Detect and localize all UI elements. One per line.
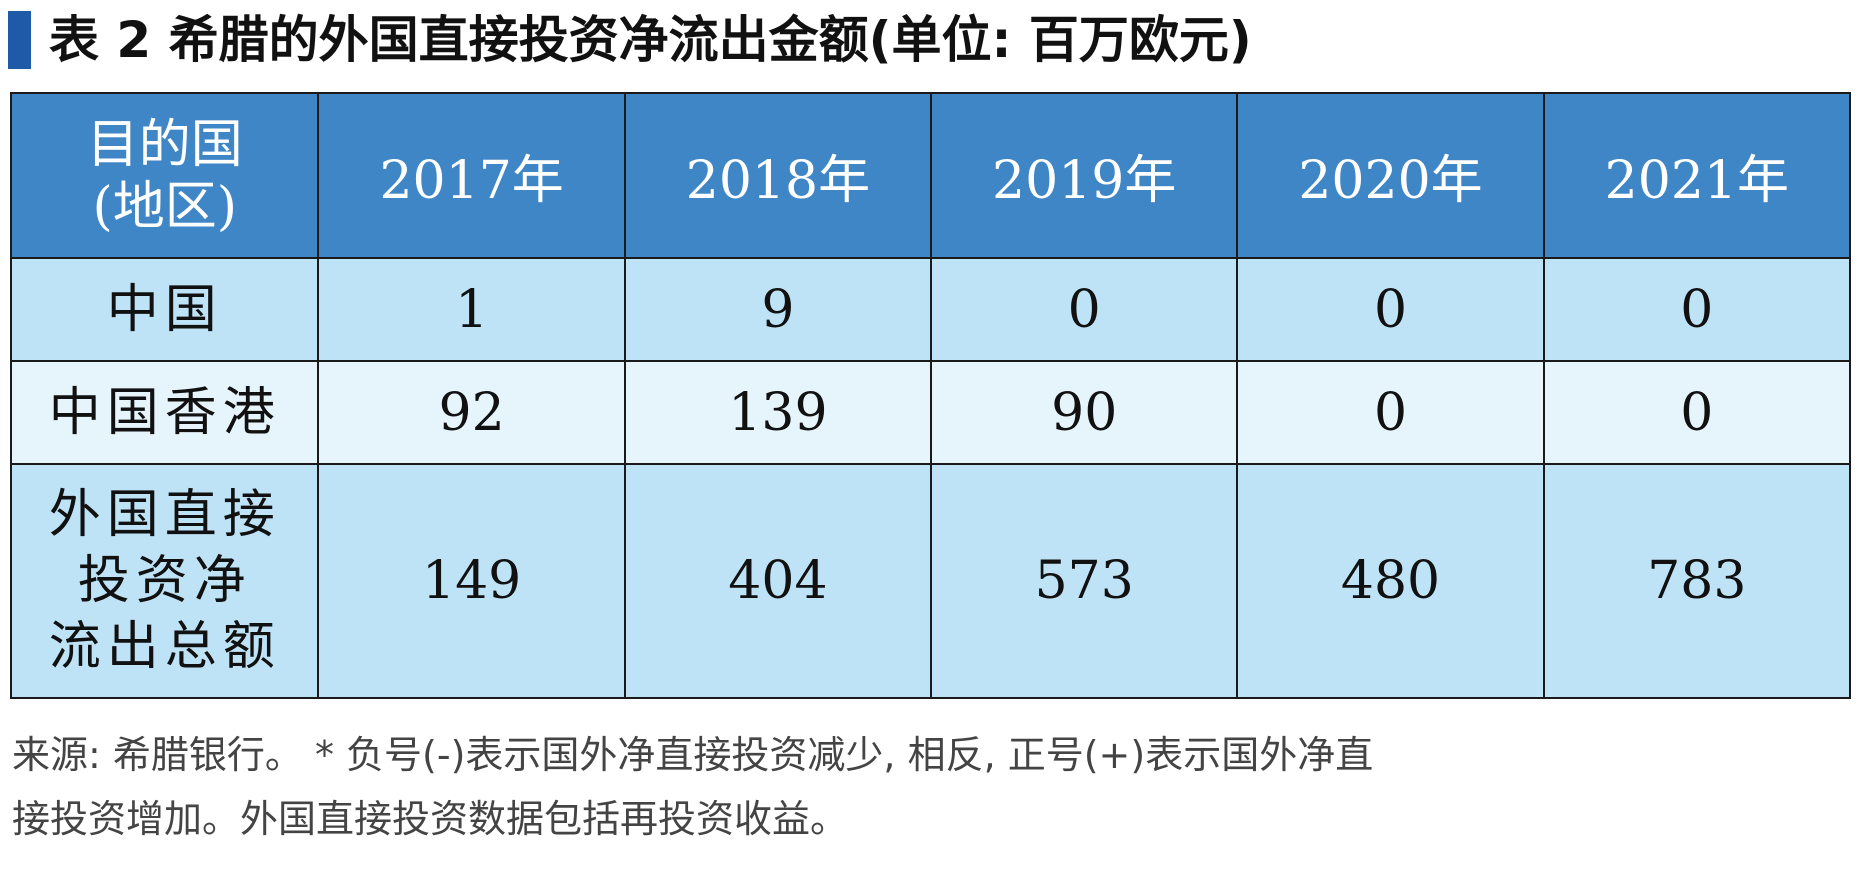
table-cell: 0 xyxy=(1236,360,1545,465)
table-cell: 0 xyxy=(1542,360,1852,465)
table-cell: 139 xyxy=(623,360,933,465)
table-cell: 404 xyxy=(623,463,933,699)
table-cell: 90 xyxy=(930,360,1239,465)
row-label: 中国 xyxy=(9,257,320,362)
header-destination: 目的国 (地区) xyxy=(9,92,320,259)
table-cell: 92 xyxy=(317,360,626,465)
row-label: 中国香港 xyxy=(9,360,320,465)
table-header-row: 目的国 (地区) 2017年 2018年 2019年 2020年 2021年 xyxy=(9,92,1852,259)
table-cell: 480 xyxy=(1236,463,1545,699)
row-label: 外国直接 投资净 流出总额 xyxy=(9,463,320,699)
row-label-line: 中国香港 xyxy=(48,382,281,443)
header-year: 2017年 xyxy=(317,92,626,259)
table-row: 中国香港 92 139 90 0 0 xyxy=(9,360,1852,465)
row-label-line: 投资净 xyxy=(77,551,252,611)
table-cell: 1 xyxy=(317,257,626,362)
table-cell: 149 xyxy=(317,463,626,699)
header-year: 2020年 xyxy=(1236,92,1545,259)
footnote-line: 来源: 希腊银行。 * 负号(-)表示国外净直接投资减少, 相反, 正号(+)表… xyxy=(12,733,1374,777)
header-year: 2018年 xyxy=(623,92,933,259)
header-year: 2021年 xyxy=(1542,92,1852,259)
row-label-line: 中国 xyxy=(106,279,223,340)
table-row: 外国直接 投资净 流出总额 149 404 573 480 783 xyxy=(9,463,1852,699)
footnote-line: 接投资增加。外国直接投资数据包括再投资收益。 xyxy=(12,797,849,841)
table-title-row: 表 2 希腊的外国直接投资净流出金额(单位: 百万欧元) xyxy=(8,10,1252,70)
row-label-line: 流出总额 xyxy=(48,617,281,677)
data-table: 目的国 (地区) 2017年 2018年 2019年 2020年 2021年 中… xyxy=(9,92,1852,699)
source-footnote: 来源: 希腊银行。 * 负号(-)表示国外净直接投资减少, 相反, 正号(+)表… xyxy=(12,723,1852,851)
table-cell: 0 xyxy=(1236,257,1545,362)
header-destination-line: 目的国 xyxy=(86,114,243,175)
table-cell: 573 xyxy=(930,463,1239,699)
row-label-line: 外国直接 xyxy=(48,485,281,545)
title-accent-bar xyxy=(8,11,31,69)
header-year: 2019年 xyxy=(930,92,1239,259)
table-cell: 9 xyxy=(623,257,933,362)
page-title: 表 2 希腊的外国直接投资净流出金额(单位: 百万欧元) xyxy=(49,11,1252,69)
table-cell: 0 xyxy=(1542,257,1852,362)
table-cell: 783 xyxy=(1542,463,1852,699)
table-row: 中国 1 9 0 0 0 xyxy=(9,257,1852,362)
table-cell: 0 xyxy=(930,257,1239,362)
header-destination-line: (地区) xyxy=(92,176,238,237)
